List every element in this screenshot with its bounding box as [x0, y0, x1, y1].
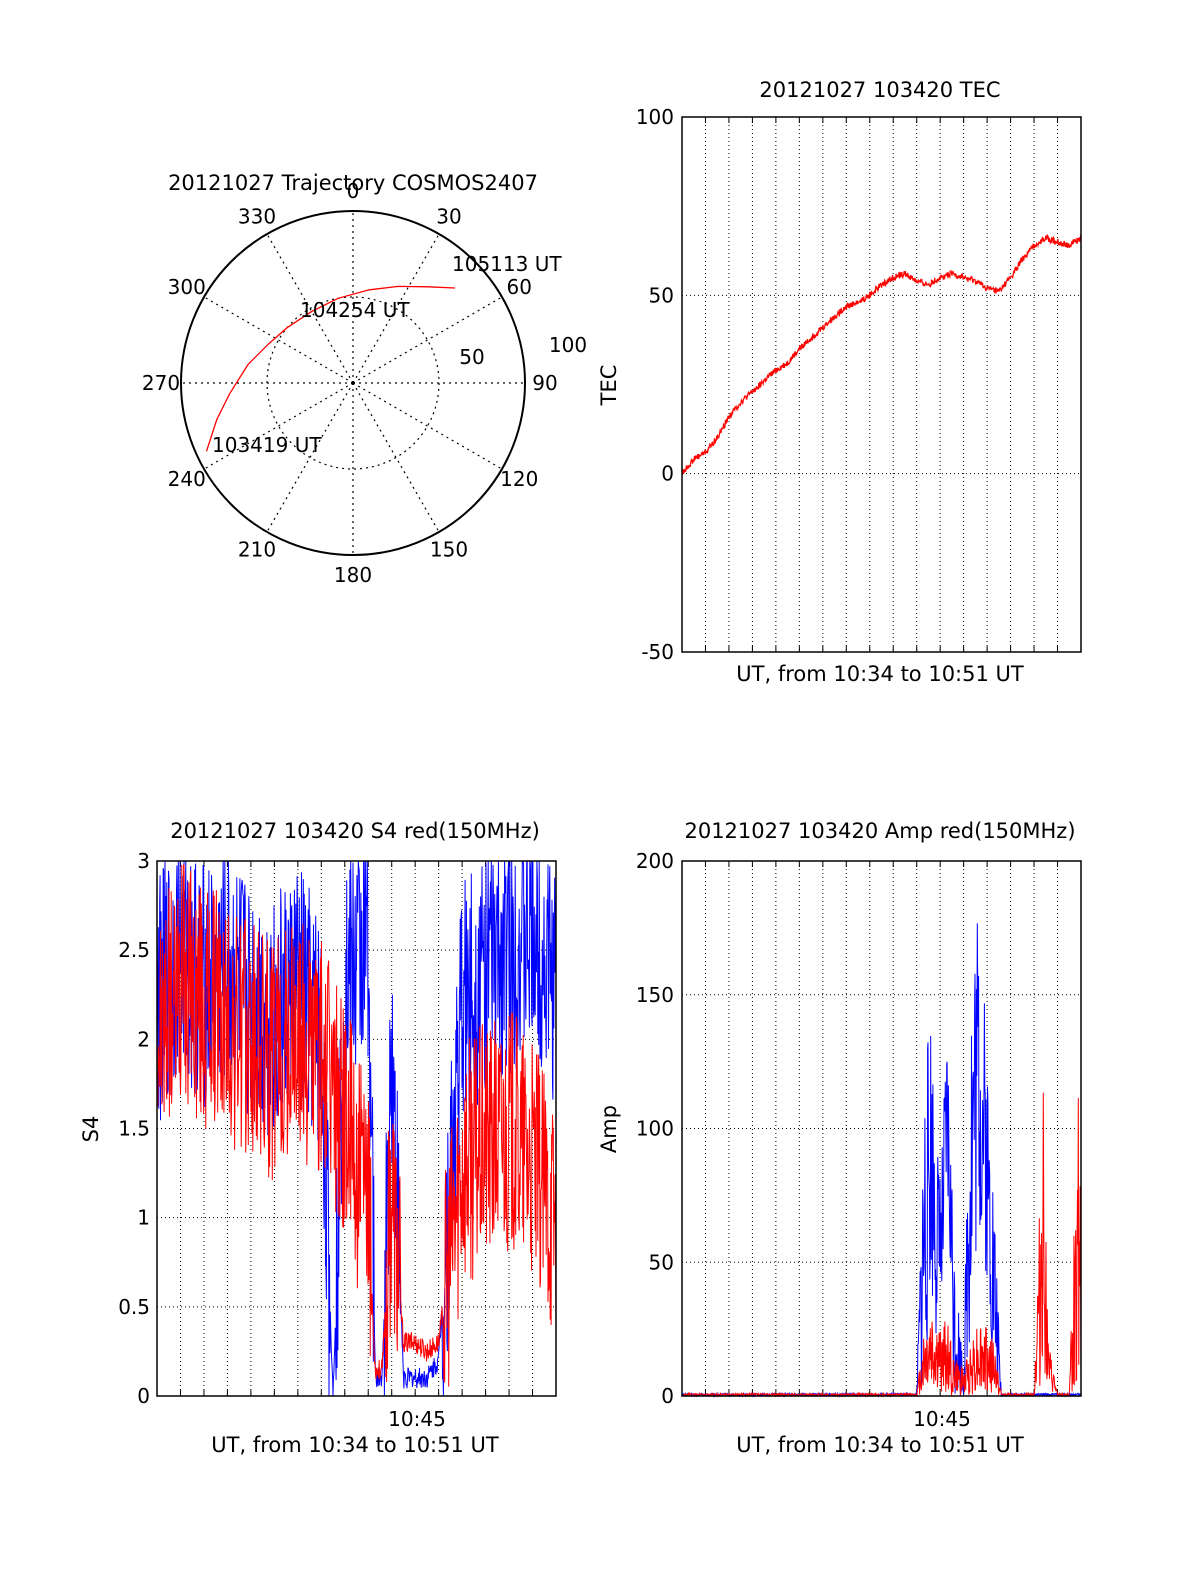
s4-panel: 20121027 103420 S4 red(150MHz) S4 UT, fr…: [79, 819, 557, 1457]
azimuth-label: 210: [238, 537, 276, 561]
tec-ytick: 0: [661, 462, 674, 486]
polar-spoke: [266, 382, 354, 533]
amp-title: 20121027 103420 Amp red(150MHz): [684, 819, 1075, 843]
azimuth-label: 90: [532, 371, 557, 395]
amp-ylabel: Amp: [597, 1105, 621, 1153]
trajectory-annotation: 105113 UT: [452, 252, 562, 276]
polar-spoke: [203, 296, 354, 384]
azimuth-label: 300: [168, 275, 206, 299]
amp-xtick: 10:45: [913, 1407, 971, 1431]
amp-frame: [681, 860, 1082, 1397]
amp-ytick: 50: [649, 1250, 674, 1274]
polar-ring-50: [266, 296, 440, 470]
s4-series-line: [156, 860, 557, 1397]
tec-panel: 20121027 103420 TEC TEC UT, from 10:34 t…: [597, 78, 1082, 686]
polar-spoke: [352, 382, 503, 470]
amp-ytick: 100: [636, 1117, 674, 1141]
s4-ytick: 3: [137, 849, 150, 873]
azimuth-label: 60: [507, 275, 532, 299]
azimuth-label: 330: [238, 205, 276, 229]
s4-ytick: 1.5: [118, 1117, 150, 1141]
amp-xlabel: UT, from 10:34 to 10:51 UT: [736, 1433, 1024, 1457]
azimuth-label: 0: [347, 179, 360, 203]
s4-ytick: 0.5: [118, 1295, 150, 1319]
azimuth-label: 180: [334, 563, 372, 587]
polar-spoke: [266, 233, 354, 384]
tec-ylabel: TEC: [597, 365, 621, 407]
amp-ytick: 0: [661, 1384, 674, 1408]
polar-spoke: [352, 233, 440, 384]
s4-ytick: 2.5: [118, 938, 150, 962]
polar-spoke: [352, 296, 503, 384]
amp-panel: 20121027 103420 Amp red(150MHz) Amp UT, …: [597, 819, 1082, 1457]
tec-ytick: -50: [641, 640, 674, 664]
amp-ytick: 200: [636, 849, 674, 873]
radial-label-100: 100: [549, 333, 587, 357]
azimuth-label: 270: [142, 371, 180, 395]
azimuth-label: 150: [430, 537, 468, 561]
trajectory-title: 20121027 Trajectory COSMOS2407: [168, 171, 538, 195]
trajectory-annotation: 104254 UT: [300, 298, 410, 322]
s4-ylabel: S4: [79, 1116, 103, 1143]
tec-series-line: [681, 233, 1082, 476]
s4-title: 20121027 103420 S4 red(150MHz): [170, 819, 540, 843]
s4-frame: [156, 860, 557, 1397]
trajectory-annotation: 103419 UT: [212, 433, 322, 457]
trajectory-line: [205, 285, 455, 452]
radial-label-50: 50: [459, 345, 484, 369]
azimuth-label: 240: [168, 467, 206, 491]
polar-spoke: [352, 382, 440, 533]
tec-xlabel: UT, from 10:34 to 10:51 UT: [736, 662, 1024, 686]
tec-frame: [681, 116, 1082, 653]
tec-ytick: 50: [649, 283, 674, 307]
s4-ytick: 0: [137, 1384, 150, 1408]
amp-series-line: [681, 1092, 1082, 1398]
amp-ytick: 150: [636, 983, 674, 1007]
s4-ytick: 2: [137, 1027, 150, 1051]
azimuth-label: 30: [436, 205, 461, 229]
polar-spoke: [203, 382, 354, 470]
s4-ytick: 1: [137, 1206, 150, 1230]
s4-xtick: 10:45: [388, 1407, 446, 1431]
amp-series-line: [681, 923, 1082, 1398]
polar-outer-ring: [180, 210, 526, 556]
tec-title: 20121027 103420 TEC: [759, 78, 1000, 102]
s4-xlabel: UT, from 10:34 to 10:51 UT: [211, 1433, 499, 1457]
tec-ytick: 100: [636, 105, 674, 129]
azimuth-label: 120: [500, 467, 538, 491]
trajectory-panel: 20121027 Trajectory COSMOS2407 0 30 60 90 12…: [142, 171, 587, 587]
s4-series-line: [156, 864, 557, 1387]
